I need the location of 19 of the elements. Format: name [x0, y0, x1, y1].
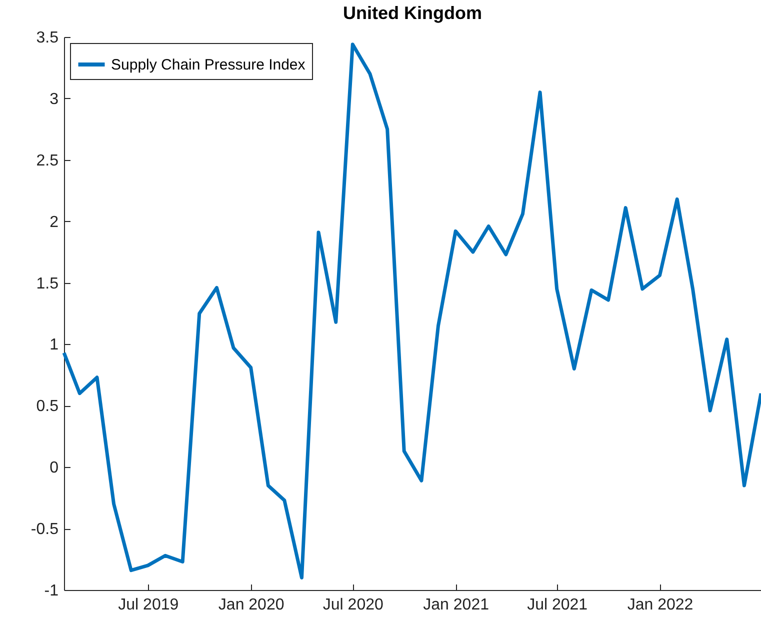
y-tick-label: -1 — [44, 582, 59, 600]
y-tick-label: 2 — [50, 214, 59, 231]
y-tick-label: -0.5 — [30, 521, 59, 538]
x-tick-label: Jul 2019 — [118, 596, 179, 614]
x-tick-label: Jul 2021 — [527, 596, 588, 614]
y-tick-label: 1 — [50, 336, 59, 354]
x-tick-label: Jul 2020 — [322, 596, 384, 614]
y-tick-label: 3 — [50, 90, 59, 108]
line-series — [62, 42, 761, 580]
x-tick-label: Jan 2020 — [218, 596, 284, 614]
x-tick-label: Jan 2021 — [423, 596, 490, 614]
x-tick-label: Jan 2022 — [627, 596, 694, 614]
y-tick-label: 2.5 — [36, 152, 59, 170]
y-tick-label: 1.5 — [36, 275, 59, 292]
legend-label: Supply Chain Pressure Index — [111, 56, 306, 74]
y-tick-label: 0.5 — [36, 398, 59, 416]
y-tick-label: 0 — [50, 460, 59, 477]
chart-title: United Kingdom — [343, 3, 482, 23]
y-tick-label: 3.5 — [36, 30, 59, 46]
